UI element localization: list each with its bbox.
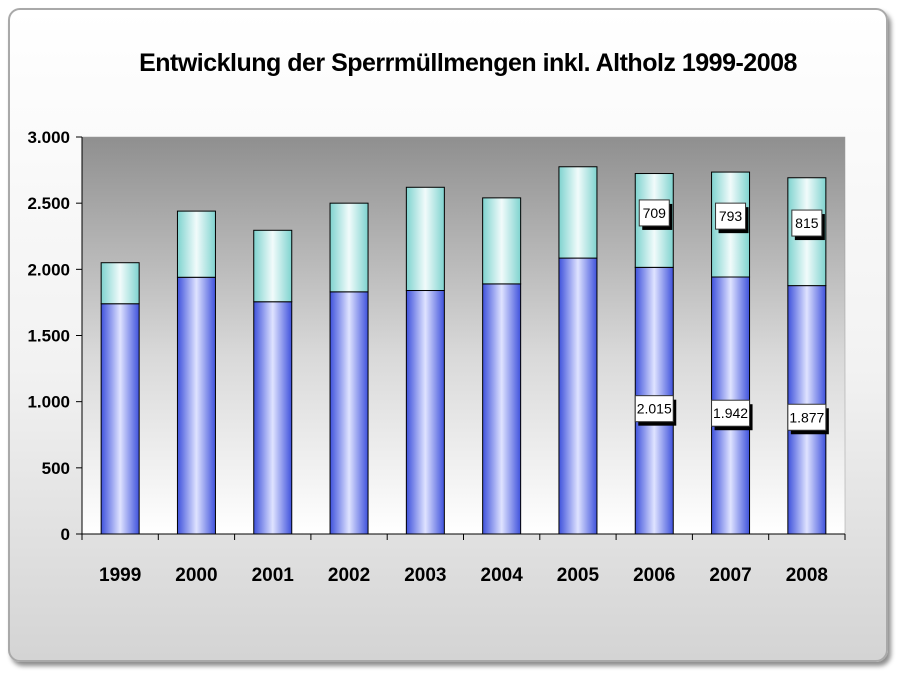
bar-segment: [405, 290, 445, 535]
x-tick-label: 2002: [328, 565, 370, 586]
bar-segment: [176, 276, 216, 535]
x-tick-label: 2000: [175, 565, 217, 586]
data-label-box: [711, 399, 751, 427]
data-label-box: [715, 202, 747, 230]
bar-segment: [329, 202, 369, 293]
y-tick-label: 2.000: [27, 260, 70, 279]
x-tick-label: 1999: [99, 565, 141, 586]
y-tick-label: 1.000: [27, 393, 70, 412]
bar-segment: [176, 210, 216, 278]
bar-segment: [100, 262, 140, 305]
data-label-box: [638, 199, 670, 227]
bars-layer: [100, 166, 827, 535]
x-tick-label: 2006: [633, 565, 675, 586]
bar-segment: [329, 291, 369, 535]
bar-segment: [482, 283, 522, 535]
bar-segment: [405, 186, 445, 292]
chart-title: Entwicklung der Sperrmüllmengen inkl. Al…: [139, 49, 797, 77]
bar-segment: [558, 257, 598, 535]
data-label: 1.877: [789, 409, 824, 425]
data-label-box: [787, 403, 827, 431]
x-tick-label: 2005: [557, 565, 600, 586]
bar-segment: [253, 301, 293, 535]
x-tick-label: 2007: [709, 565, 751, 586]
data-labels-layer: 2.015 709 1.942 793 1.877 815: [634, 199, 829, 435]
x-axis-ticks: 1999 2000 2001 2002 2003 2004 2005 2006 2007 2008: [81, 534, 846, 586]
y-axis-ticks: 0 500 1.000 1.500 2.000 2.500 3.000: [27, 128, 82, 544]
x-tick-label: 2004: [481, 565, 524, 586]
x-tick-label: 2008: [786, 565, 828, 586]
data-label: 1.942: [713, 405, 748, 421]
data-label: 793: [719, 208, 743, 224]
data-label: 709: [643, 205, 667, 221]
bar-segment: [100, 303, 140, 535]
x-tick-label: 2003: [404, 565, 446, 586]
bar-segment: [482, 197, 522, 285]
data-label: 815: [795, 215, 819, 231]
bar-segment: [253, 229, 293, 303]
y-tick-label: 2.500: [27, 194, 70, 213]
data-label-box: [791, 209, 823, 237]
y-tick-label: 3.000: [27, 128, 70, 147]
x-tick-label: 2001: [252, 565, 295, 586]
y-tick-label: 1.500: [27, 327, 70, 346]
bar-segment: [558, 166, 598, 259]
y-tick-label: 0: [61, 525, 70, 544]
data-label: 2.015: [637, 401, 672, 417]
y-tick-label: 500: [42, 459, 70, 478]
data-label-box: [634, 395, 674, 423]
